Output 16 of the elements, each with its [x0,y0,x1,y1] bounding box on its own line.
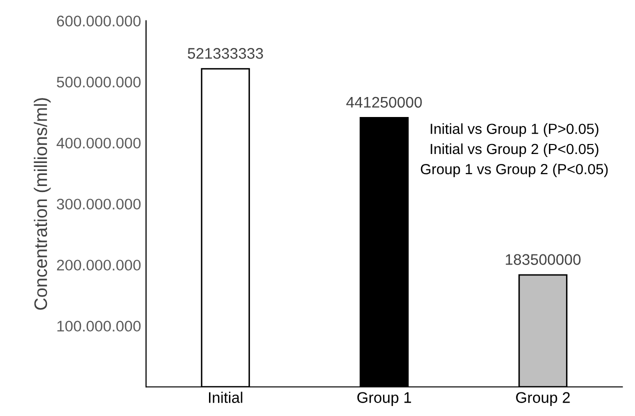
y-tick-label: 100.000.000 [57,320,141,332]
y-tick-label: 400.000.000 [56,138,141,149]
x-tick-label: Initial [209,392,242,403]
annotation: Initial vs Group 1 (P>0.05) [430,123,598,137]
y-tick-label: 500.000.000 [56,76,141,88]
y-axis-title: Concentration (millions/ml) [34,98,51,310]
data-label: 183500000 [506,254,581,265]
y-tick-label: 300.000.000 [56,198,141,210]
y-tick-label: 600.000.000 [57,16,141,26]
x-tick-label: Group 1 [357,392,412,406]
data-label: 521333333 [188,48,263,59]
annotation: Initial vs Group 2 (P<0.05) [430,143,598,158]
x-tick-label: Group 2 [516,392,570,406]
y-tick-label: 200.000.000 [57,260,141,271]
annotation: Group 1 vs Group 2 (P<0.05) [420,164,608,178]
data-label: 441250000 [346,96,422,108]
